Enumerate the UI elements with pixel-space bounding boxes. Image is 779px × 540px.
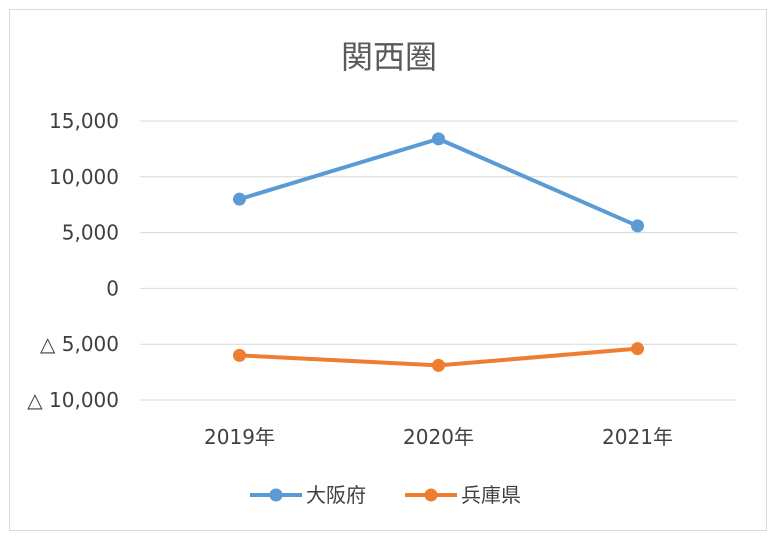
x-axis-tick-labels: 2019年 2020年 2021年	[204, 425, 673, 449]
y-tick-label: 10,000	[49, 165, 119, 189]
data-point	[432, 132, 445, 146]
series-line-1	[237, 136, 640, 228]
legend: 大阪府 兵庫県	[250, 483, 521, 507]
y-tick-label: △ 5,000	[40, 332, 119, 356]
legend-marker	[269, 488, 283, 502]
legend-label: 大阪府	[306, 483, 366, 507]
legend-label: 兵庫県	[461, 483, 521, 507]
y-tick-label: 0	[106, 276, 119, 300]
legend-marker	[424, 488, 438, 502]
gridlines	[140, 120, 737, 401]
data-point	[233, 192, 246, 206]
x-tick-label: 2020年	[403, 425, 474, 449]
series-lines	[233, 132, 644, 372]
y-tick-label: △ 10,000	[27, 388, 119, 412]
y-tick-label: 15,000	[49, 109, 119, 133]
x-tick-label: 2021年	[602, 425, 673, 449]
chart-frame	[9, 9, 767, 531]
x-tick-label: 2019年	[204, 425, 275, 449]
data-point	[432, 358, 445, 372]
data-point	[631, 219, 644, 233]
chart-title: 関西圏	[341, 38, 437, 76]
y-tick-label: 5,000	[62, 221, 119, 245]
data-point	[631, 342, 644, 356]
data-point	[233, 348, 246, 362]
y-axis-tick-labels: 15,000 10,000 5,000 0 △ 5,000 △ 10,000	[27, 109, 119, 412]
